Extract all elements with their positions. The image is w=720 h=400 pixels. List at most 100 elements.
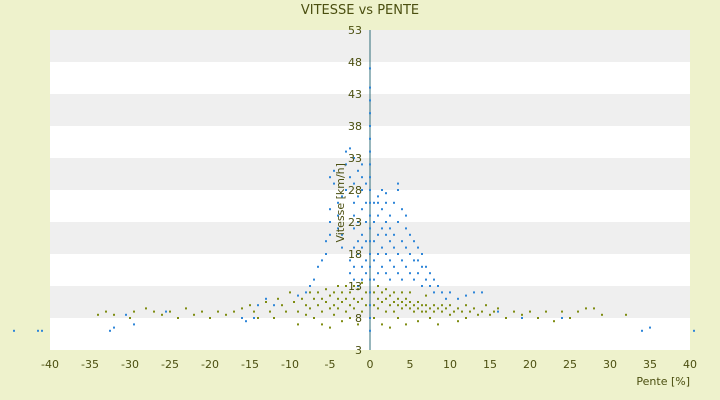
olive-data-point: [421, 304, 423, 307]
olive-data-point: [241, 307, 243, 310]
blue-data-point: [369, 125, 371, 127]
blue-data-point: [369, 265, 371, 268]
olive-data-point: [553, 320, 555, 323]
y-tick-label: 8: [355, 312, 362, 325]
blue-data-point: [389, 214, 391, 217]
olive-data-point: [193, 313, 195, 316]
blue-data-point: [349, 272, 351, 275]
blue-data-point: [365, 259, 367, 262]
x-tick-label: 5: [407, 358, 414, 371]
olive-data-point: [373, 291, 375, 294]
blue-data-point: [369, 112, 371, 115]
blue-data-point: [333, 169, 335, 172]
olive-data-point: [201, 310, 203, 313]
olive-data-point: [341, 301, 343, 303]
blue-data-point: [397, 221, 399, 223]
blue-data-point: [13, 329, 15, 332]
olive-data-point: [529, 310, 531, 313]
blue-data-point: [457, 297, 459, 300]
blue-data-point: [345, 163, 347, 166]
olive-data-point: [521, 313, 523, 316]
blue-data-point: [337, 227, 339, 230]
blue-data-point: [421, 253, 423, 255]
olive-data-point: [385, 297, 387, 300]
blue-data-point: [397, 182, 399, 185]
olive-data-point: [417, 320, 419, 323]
olive-data-point: [489, 313, 491, 316]
olive-data-point: [449, 304, 451, 307]
blue-data-point: [381, 189, 383, 191]
blue-data-point: [401, 278, 403, 281]
olive-data-point: [357, 288, 359, 291]
blue-data-point: [405, 265, 407, 268]
olive-data-point: [365, 291, 367, 294]
x-tick-labels: -40 -35 -30 -25 -20 -15 -10 -5 0 5 10 15 20 25 30 35 40: [41, 358, 697, 371]
blue-data-point: [441, 291, 443, 294]
blue-data-point: [341, 233, 343, 236]
olive-data-point: [365, 304, 367, 307]
blue-data-point: [429, 272, 431, 275]
olive-data-point: [153, 310, 155, 313]
blue-data-point: [373, 278, 375, 281]
blue-data-point: [297, 294, 299, 297]
blue-data-point: [381, 227, 383, 230]
blue-data-point: [353, 246, 355, 249]
blue-data-point: [349, 259, 351, 262]
blue-data-point: [37, 329, 39, 332]
olive-data-point: [397, 297, 399, 300]
blue-data-point: [649, 326, 651, 329]
olive-data-point: [385, 310, 387, 313]
y-tick-label: 28: [348, 184, 362, 197]
blue-data-point: [357, 221, 359, 223]
olive-data-point: [361, 281, 363, 284]
olive-data-point: [497, 307, 499, 310]
blue-data-point: [365, 272, 367, 275]
blue-data-point: [401, 240, 403, 243]
blue-data-point: [165, 310, 167, 313]
blue-data-point: [365, 201, 367, 204]
blue-data-point: [369, 189, 371, 191]
blue-data-point: [377, 214, 379, 217]
blue-data-point: [393, 265, 395, 268]
olive-data-point: [133, 310, 135, 313]
olive-data-point: [341, 291, 343, 294]
blue-data-point: [433, 278, 435, 281]
blue-data-point: [449, 291, 451, 294]
y-axis-label: Vitesse [km/h]: [334, 163, 347, 243]
olive-data-point: [393, 301, 395, 303]
blue-data-point: [377, 272, 379, 275]
blue-data-point: [381, 265, 383, 268]
olive-data-point: [293, 301, 295, 303]
blue-data-point: [357, 169, 359, 172]
blue-data-point: [373, 201, 375, 204]
blue-data-point: [245, 320, 247, 323]
x-tick-label: -30: [121, 358, 139, 371]
blue-data-point: [369, 329, 371, 332]
olive-data-point: [249, 304, 251, 307]
blue-data-point: [373, 221, 375, 223]
olive-data-point: [473, 307, 475, 310]
olive-data-point: [561, 310, 563, 313]
blue-data-point: [369, 240, 371, 243]
olive-data-point: [97, 313, 99, 316]
blue-data-point: [365, 240, 367, 243]
olive-data-point: [433, 310, 435, 313]
blue-data-point: [357, 253, 359, 255]
olive-data-point: [325, 301, 327, 303]
blue-data-point: [361, 208, 363, 211]
blue-data-point: [389, 259, 391, 262]
blue-data-point: [409, 272, 411, 275]
x-axis-label: Pente [%]: [636, 375, 690, 388]
blue-data-point: [361, 246, 363, 249]
blue-data-point: [369, 163, 371, 166]
olive-data-point: [389, 326, 391, 329]
olive-data-point: [405, 323, 407, 326]
blue-data-point: [321, 259, 323, 262]
blue-data-point: [393, 201, 395, 204]
olive-data-point: [313, 317, 315, 319]
blue-data-point: [369, 67, 371, 70]
x-tick-label: -5: [325, 358, 336, 371]
olive-data-point: [253, 310, 255, 313]
